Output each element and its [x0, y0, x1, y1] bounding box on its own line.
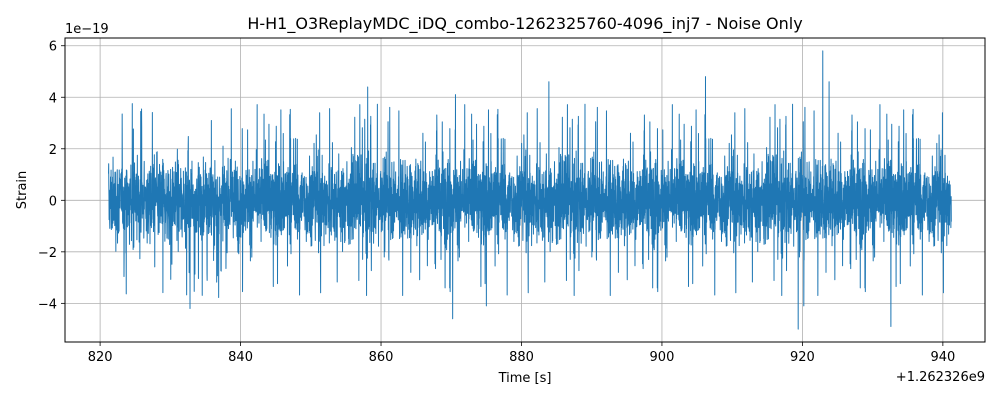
signal-series: [108, 50, 952, 330]
x-tick-label: 860: [369, 350, 394, 365]
x-tick-label: 840: [228, 350, 253, 365]
y-tick-label: 6: [49, 40, 57, 55]
x-offset-label: +1.262326e9: [896, 370, 985, 385]
x-tick-label: 940: [930, 350, 955, 365]
y-tick-label: 0: [49, 194, 57, 209]
strain-line: [108, 50, 952, 330]
plot-frame: [64, 37, 986, 343]
x-tick-label: 920: [790, 350, 815, 365]
x-tick-label: 900: [650, 350, 675, 365]
x-tick-label: 820: [88, 350, 113, 365]
chart-title: H-H1_O3ReplayMDC_iDQ_combo-1262325760-40…: [247, 14, 802, 34]
y-tick-label: −4: [38, 297, 57, 312]
y-tick-label: 4: [49, 91, 57, 106]
y-axis-label: Strain: [15, 171, 30, 210]
ticks: 820 840 860 880 900 920 940 −4 −2 0 2 4 6: [38, 40, 955, 365]
x-axis-label: Time [s]: [498, 371, 552, 386]
y-tick-label: −2: [38, 246, 57, 261]
x-tick-label: 880: [509, 350, 534, 365]
y-scale-label: 1e−19: [65, 22, 109, 37]
y-tick-label: 2: [49, 143, 57, 158]
